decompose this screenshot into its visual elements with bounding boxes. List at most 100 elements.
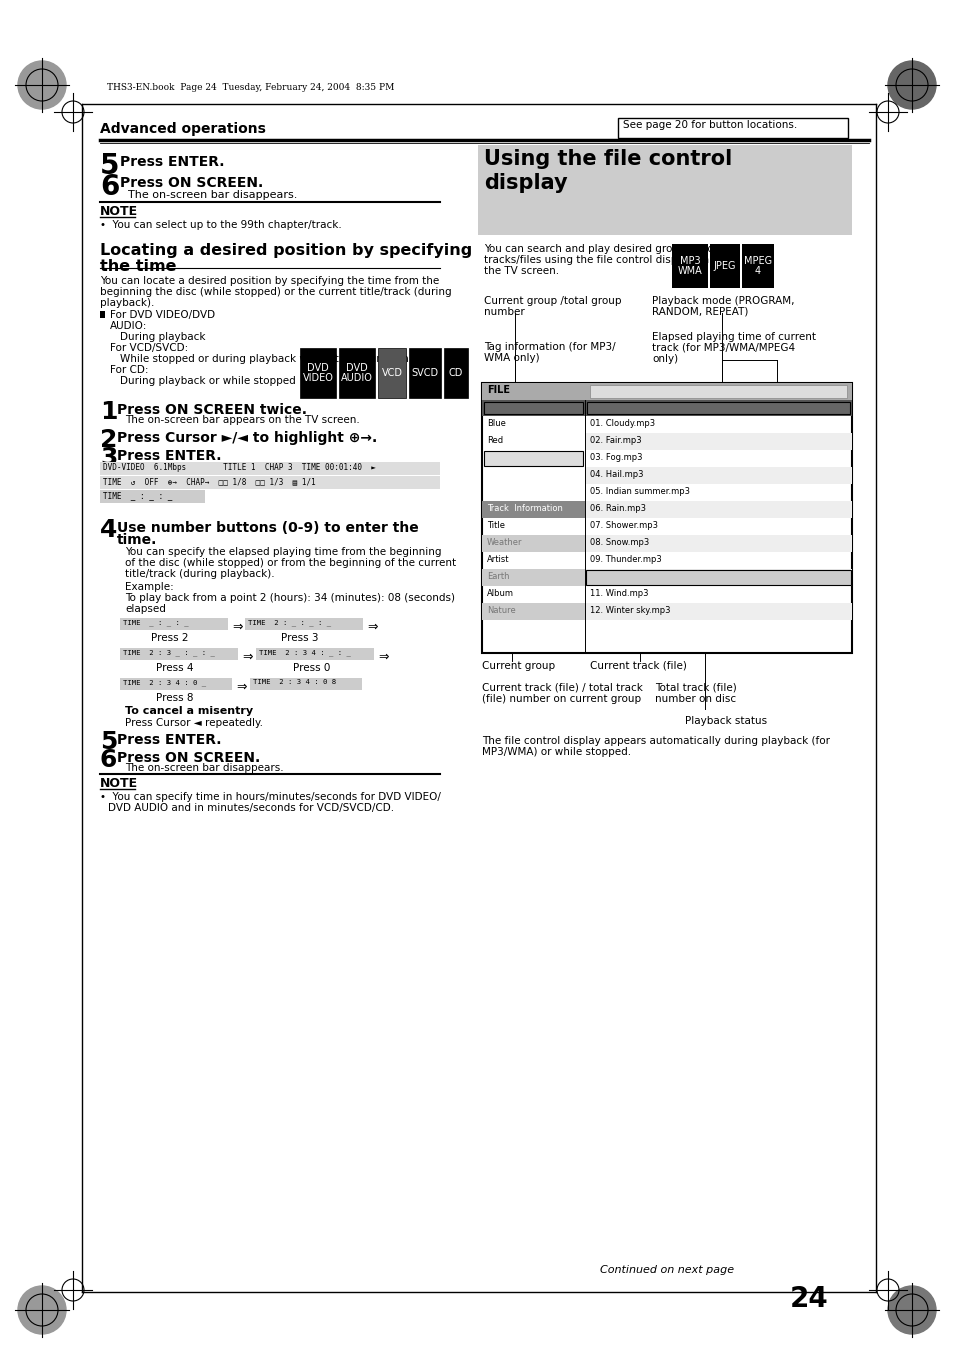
Text: of the disc (while stopped) or from the beginning of the current: of the disc (while stopped) or from the …: [125, 558, 456, 567]
Text: The on-screen bar disappears.: The on-screen bar disappears.: [128, 190, 297, 200]
Text: 24: 24: [789, 1285, 828, 1313]
Bar: [245, 617, 363, 630]
Bar: [409, 349, 440, 399]
Text: JPEG: JPEG: [713, 261, 736, 272]
Circle shape: [887, 1286, 935, 1333]
Text: Earth: Earth: [486, 571, 509, 581]
Text: TIME  2 : _ : _ : _: TIME 2 : _ : _ : _: [248, 619, 331, 626]
Text: 09. Thunder.mp3: 09. Thunder.mp3: [589, 555, 661, 563]
Bar: [100, 476, 439, 489]
Text: NOTE: NOTE: [100, 777, 138, 790]
Text: PROGRAM REPEAT STEP   TIME 00:02:15 ►: PROGRAM REPEAT STEP TIME 00:02:15 ►: [593, 386, 749, 392]
Bar: [483, 403, 582, 413]
Bar: [483, 451, 582, 466]
Text: ⇒: ⇒: [242, 651, 253, 663]
Text: time.: time.: [117, 534, 157, 547]
Bar: [481, 569, 584, 586]
Text: 1: 1: [100, 400, 117, 424]
Text: 08. Snow.mp3: 08. Snow.mp3: [589, 538, 649, 547]
Bar: [250, 678, 361, 690]
Text: While stopped or during playback without PBC function: While stopped or during playback without…: [120, 354, 408, 363]
Bar: [586, 403, 849, 413]
Text: Locating a desired position by specifying: Locating a desired position by specifyin…: [100, 243, 472, 258]
Text: TIME  _ : _ : _: TIME _ : _ : _: [123, 619, 189, 626]
Circle shape: [18, 61, 66, 109]
Text: ⇒: ⇒: [377, 651, 388, 663]
Text: The on-screen bar disappears.: The on-screen bar disappears.: [125, 763, 283, 773]
Text: TIME  ↺  OFF  ⊕→  CHAP→  □□ 1/8  □□ 1/3  ▤ 1/1: TIME ↺ OFF ⊕→ CHAP→ □□ 1/8 □□ 1/3 ▤ 1/1: [103, 477, 315, 486]
Text: the time: the time: [100, 259, 176, 274]
Text: Press Cursor ◄ repeatedly.: Press Cursor ◄ repeatedly.: [125, 717, 263, 728]
Bar: [481, 535, 584, 553]
Bar: [709, 245, 740, 288]
Text: 12. Winter sky.mp3: 12. Winter sky.mp3: [589, 607, 670, 615]
Circle shape: [887, 61, 935, 109]
Bar: [618, 118, 847, 138]
Bar: [584, 400, 851, 416]
Text: See page 20 for button locations.: See page 20 for button locations.: [622, 120, 797, 130]
Text: For VCD/SVCD:: For VCD/SVCD:: [110, 343, 188, 353]
Text: Current group /total group: Current group /total group: [483, 296, 620, 305]
Text: 10. Typhoon.mp3: 10. Typhoon.mp3: [589, 571, 661, 581]
Text: tracks/files using the file control display on: tracks/files using the file control disp…: [483, 255, 708, 265]
Text: title/track (during playback).: title/track (during playback).: [125, 569, 274, 580]
Bar: [299, 349, 335, 399]
Text: 06. Rain.mp3: 06. Rain.mp3: [589, 504, 645, 513]
Bar: [100, 462, 439, 476]
Text: Green: Green: [486, 453, 512, 462]
Bar: [377, 349, 406, 399]
Text: THS3-EN.book  Page 24  Tuesday, February 24, 2004  8:35 PM: THS3-EN.book Page 24 Tuesday, February 2…: [107, 82, 394, 92]
Text: For CD:: For CD:: [110, 365, 149, 376]
Text: playback).: playback).: [100, 299, 154, 308]
Text: Continued on next page: Continued on next page: [599, 1265, 734, 1275]
Text: The on-screen bar appears on the TV screen.: The on-screen bar appears on the TV scre…: [125, 415, 359, 426]
Bar: [338, 349, 375, 399]
Text: 2: 2: [100, 428, 117, 453]
Text: DVD
AUDIO: DVD AUDIO: [341, 362, 373, 384]
Bar: [741, 245, 773, 288]
Bar: [255, 648, 374, 661]
Text: To play back from a point 2 (hours): 34 (minutes): 08 (seconds): To play back from a point 2 (hours): 34 …: [125, 593, 455, 603]
Text: beginning the disc (while stopped) or the current title/track (during: beginning the disc (while stopped) or th…: [100, 286, 451, 297]
Text: SVCD: SVCD: [411, 367, 438, 378]
Circle shape: [18, 1286, 66, 1333]
Text: MPEG
4: MPEG 4: [743, 255, 771, 277]
Bar: [120, 648, 237, 661]
Text: track (for MP3/WMA/MPEG4: track (for MP3/WMA/MPEG4: [651, 343, 794, 353]
Text: Example:: Example:: [125, 582, 173, 592]
Text: Red: Red: [486, 436, 502, 444]
Bar: [671, 245, 707, 288]
Text: TIME  2 : 3 4 : 0 8: TIME 2 : 3 4 : 0 8: [253, 680, 335, 685]
Text: Press ON SCREEN.: Press ON SCREEN.: [117, 751, 260, 765]
Text: During playback or while stopped: During playback or while stopped: [120, 376, 295, 386]
Text: Playback mode (PROGRAM,: Playback mode (PROGRAM,: [651, 296, 794, 305]
Text: 6: 6: [100, 748, 117, 771]
Text: 05. Indian summer.mp3: 05. Indian summer.mp3: [589, 486, 689, 496]
Bar: [585, 570, 850, 585]
Text: Title: Title: [486, 521, 504, 530]
Text: During playback: During playback: [120, 332, 205, 342]
Text: ⇒: ⇒: [367, 621, 377, 634]
Text: 4: 4: [100, 517, 117, 542]
Text: 6: 6: [100, 173, 119, 201]
Text: number on disc: number on disc: [655, 694, 736, 704]
Text: 04. Hail.mp3: 04. Hail.mp3: [589, 470, 643, 480]
Text: Use number buttons (0-9) to enter the: Use number buttons (0-9) to enter the: [117, 521, 418, 535]
Text: Elapsed playing time of current: Elapsed playing time of current: [651, 332, 815, 342]
Text: Press ON SCREEN twice.: Press ON SCREEN twice.: [117, 403, 307, 417]
Bar: [584, 467, 851, 484]
Text: 3: 3: [100, 446, 117, 470]
Text: TIME  2 : 3 4 : 0 _: TIME 2 : 3 4 : 0 _: [123, 680, 206, 686]
Text: Press 8: Press 8: [156, 693, 193, 703]
Text: Playback status: Playback status: [684, 716, 766, 725]
Text: Current track (file): Current track (file): [589, 661, 686, 671]
Text: You can specify the elapsed playing time from the beginning: You can specify the elapsed playing time…: [125, 547, 441, 557]
Text: 02. Fair.mp3: 02. Fair.mp3: [589, 436, 641, 444]
Text: Weather: Weather: [486, 538, 522, 547]
Text: ⇒: ⇒: [232, 621, 242, 634]
Text: Press ENTER.: Press ENTER.: [117, 449, 221, 463]
Text: elapsed: elapsed: [125, 604, 166, 613]
Text: only): only): [651, 354, 678, 363]
Text: DVD-VIDEO  6.1Mbps        TITLE 1  CHAP 3  TIME 00:01:40  ►: DVD-VIDEO 6.1Mbps TITLE 1 CHAP 3 TIME 00…: [103, 463, 375, 471]
Bar: [443, 349, 468, 399]
